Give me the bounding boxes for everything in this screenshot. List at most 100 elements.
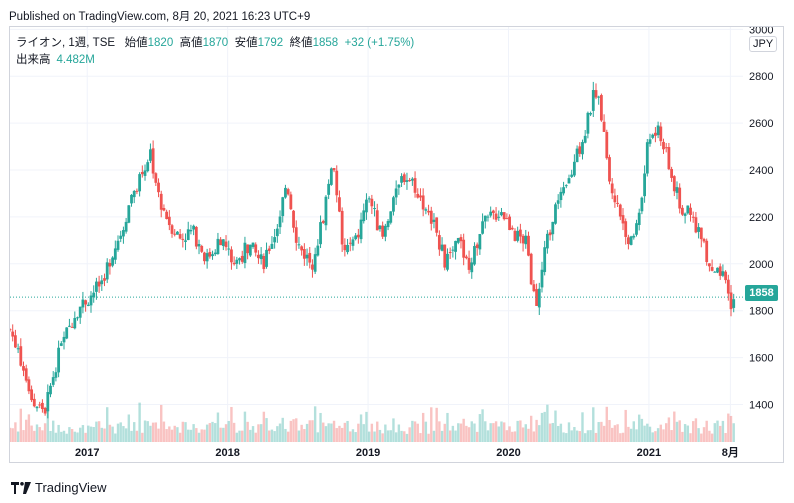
candle-body (602, 121, 606, 132)
close-value: 1858 (312, 37, 339, 49)
candle-body (373, 208, 376, 210)
volume-bar (160, 404, 163, 442)
volume-bar (700, 433, 703, 442)
candle-body (167, 216, 171, 226)
candle-body (559, 191, 563, 201)
volume-bar (343, 422, 347, 442)
volume-bar (351, 429, 355, 442)
candle-body (462, 239, 466, 258)
volume-bar (610, 427, 614, 442)
candle-body (405, 180, 409, 182)
volume-bar (100, 427, 104, 442)
volume-bar (116, 423, 120, 442)
candle-body (338, 197, 341, 212)
volume-bar (349, 431, 352, 442)
volume-bar (502, 422, 506, 442)
volume-bar (214, 423, 217, 442)
candle-body (194, 226, 198, 247)
candle-body (618, 204, 622, 217)
candle-body (613, 195, 617, 203)
volume-bar (427, 433, 430, 442)
candle-body (270, 243, 274, 249)
volume-bar (713, 423, 717, 442)
volume-bar (249, 429, 252, 442)
candle-body (446, 253, 449, 270)
volume-bar (246, 421, 249, 442)
volume-bar (562, 432, 565, 442)
volume-bar (505, 430, 509, 442)
currency-button[interactable]: JPY (749, 36, 778, 52)
candle-body (251, 242, 255, 247)
candle-body (235, 259, 239, 264)
time-tick-label: 2018 (215, 447, 239, 459)
volume-bar (435, 407, 438, 442)
candle-body (375, 210, 379, 231)
volume-bar (419, 433, 422, 442)
volume-bar (22, 430, 25, 442)
volume-bar (459, 423, 463, 442)
volume-bar (106, 407, 109, 442)
volume-bar (57, 424, 60, 442)
candle-body (159, 193, 163, 210)
volume-bar (454, 430, 457, 442)
candle-body (621, 215, 625, 224)
candle-body (605, 131, 609, 159)
volume-bar (721, 420, 725, 442)
volume-bar (270, 429, 274, 442)
candle-body (475, 244, 479, 248)
volume-value: 4.482M (56, 54, 95, 66)
candle-body (429, 210, 433, 224)
candle-body (527, 235, 530, 256)
candle-body (292, 210, 295, 228)
candle-body (659, 126, 663, 142)
volume-bar (567, 422, 571, 442)
volume-bar (556, 425, 560, 442)
brand-label: TradingView (35, 480, 107, 495)
candle-body (151, 148, 155, 174)
candle-body (635, 223, 638, 235)
candle-body (578, 146, 582, 154)
volume-bar (138, 402, 141, 442)
chart-plot[interactable] (10, 27, 743, 442)
tradingview-logo[interactable]: TradingView (11, 480, 107, 495)
volume-bar (308, 420, 311, 442)
candle-body (254, 244, 258, 253)
candle-body (259, 254, 263, 260)
volume-bar (594, 432, 598, 442)
candle-body (608, 157, 611, 182)
candle-body (464, 256, 468, 259)
candle-body (505, 218, 509, 220)
volume-bar (629, 428, 633, 442)
candle-body (297, 244, 301, 246)
candle-body (497, 216, 501, 218)
candle-body (346, 244, 349, 253)
candle-body (510, 227, 514, 230)
volume-bar (373, 431, 376, 442)
volume-bar (500, 421, 503, 442)
volume-bar (76, 432, 79, 442)
volume-bar (43, 423, 47, 442)
candle-body (335, 170, 339, 196)
volume-bar (84, 432, 87, 442)
volume-bar (178, 432, 182, 442)
volume-bar (413, 421, 417, 442)
volume-bar (70, 429, 74, 442)
candle-body (200, 245, 204, 252)
volume-bar (637, 414, 641, 442)
volume-bar (473, 423, 476, 442)
volume-bar (33, 430, 36, 442)
volume-bar (41, 430, 44, 442)
price-tick-label: 2800 (749, 71, 773, 83)
volume-bar (403, 431, 406, 442)
candle-body (238, 258, 241, 261)
candle-body (540, 269, 544, 288)
volume-bar (475, 431, 479, 442)
candle-body (22, 366, 25, 371)
candle-body (413, 178, 417, 193)
volume-bar (195, 428, 198, 442)
candle-body (300, 246, 304, 251)
volume-bar (295, 418, 298, 442)
volume-bar (521, 427, 525, 442)
volume-bar (665, 423, 668, 442)
volume-bar (114, 433, 117, 442)
